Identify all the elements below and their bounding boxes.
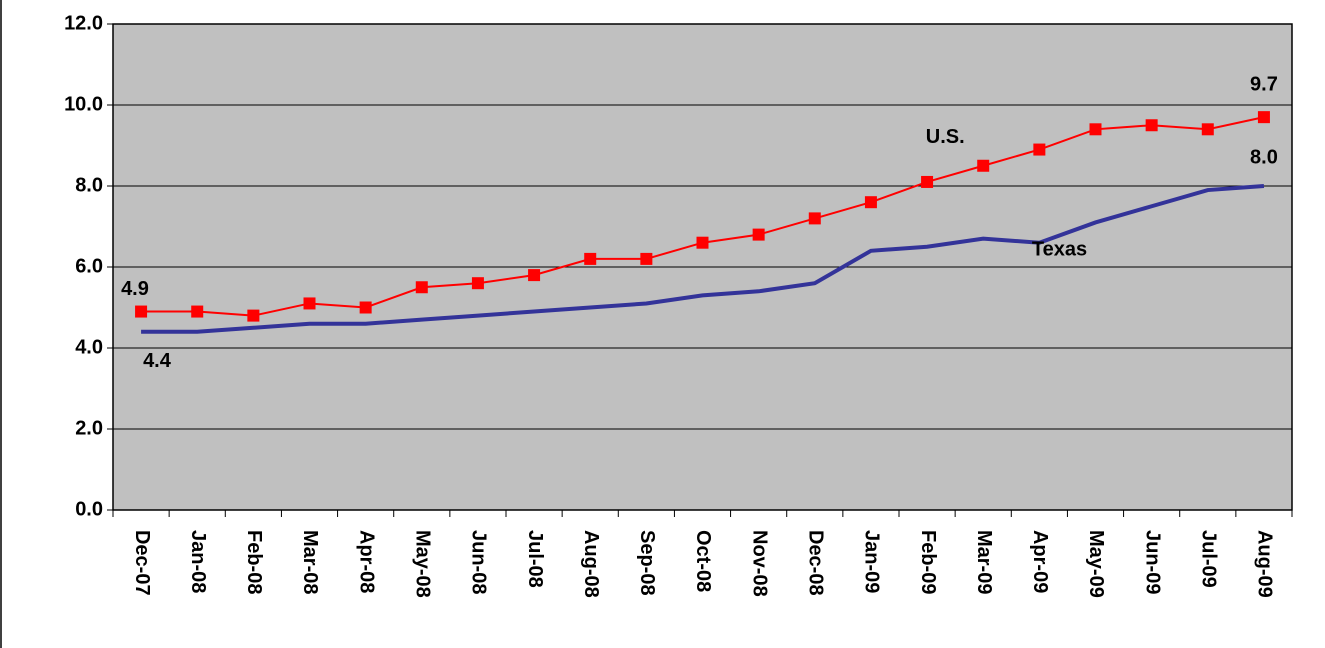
x-tick-label: Apr-08	[355, 530, 377, 593]
marker	[1089, 123, 1102, 136]
x-tick-label: Mar-09	[973, 530, 995, 594]
x-tick-label: Jun-09	[1141, 530, 1163, 594]
series-line	[141, 184, 1265, 334]
marker	[864, 196, 877, 209]
x-tick-label: Jul-08	[524, 530, 546, 588]
data-label: 8.0	[1250, 146, 1278, 168]
y-tick-label: 10.0	[64, 93, 103, 115]
marker	[471, 277, 484, 290]
x-tick-label: Apr-09	[1029, 530, 1051, 593]
series-label: U.S.	[926, 126, 965, 148]
x-tick-label: Aug-08	[580, 530, 602, 598]
marker	[921, 175, 934, 188]
x-tick-label: Jan-08	[187, 530, 209, 593]
x-tick-label: Feb-09	[917, 530, 939, 594]
data-label: 9.7	[1250, 73, 1278, 95]
x-tick-label: Jul-09	[1198, 530, 1220, 588]
x-tick-label: May-08	[412, 530, 434, 598]
x-tick-label: Nov-08	[748, 530, 770, 597]
marker	[247, 309, 260, 322]
plot-border	[112, 23, 1293, 511]
x-tick-label: Oct-08	[692, 530, 714, 592]
marker	[303, 297, 316, 310]
marker	[135, 305, 148, 318]
x-tick-label: Jan-09	[861, 530, 883, 593]
marker	[696, 236, 709, 249]
y-tick-label: 12.0	[64, 12, 103, 34]
marker	[359, 301, 372, 314]
x-tick-label: Aug-09	[1254, 530, 1276, 598]
y-tick-label: 4.0	[75, 336, 103, 358]
data-label: 4.9	[121, 278, 149, 300]
marker	[1033, 143, 1046, 156]
x-tick-label: May-09	[1085, 530, 1107, 598]
marker	[977, 159, 990, 172]
x-tick-label: Dec-07	[131, 530, 153, 596]
x-tick-label: Dec-08	[805, 530, 827, 596]
x-tick-label: Jun-08	[468, 530, 490, 594]
marker	[415, 281, 428, 294]
marker	[584, 252, 597, 265]
series-label: Texas	[1032, 239, 1087, 261]
x-tick-label: Sep-08	[636, 530, 658, 596]
marker	[1145, 119, 1158, 132]
marker	[191, 305, 204, 318]
data-label: 4.4	[143, 350, 172, 372]
marker	[528, 269, 541, 282]
marker	[1257, 111, 1270, 124]
x-tick-label: Mar-08	[299, 530, 321, 594]
y-tick-label: 0.0	[75, 498, 103, 520]
y-tick-label: 8.0	[75, 174, 103, 196]
x-tick-label: Feb-08	[243, 530, 265, 594]
marker	[808, 212, 821, 225]
marker	[1201, 123, 1214, 136]
marker	[752, 228, 765, 241]
y-tick-label: 2.0	[75, 417, 103, 439]
marker	[640, 252, 653, 265]
y-tick-label: 6.0	[75, 255, 103, 277]
